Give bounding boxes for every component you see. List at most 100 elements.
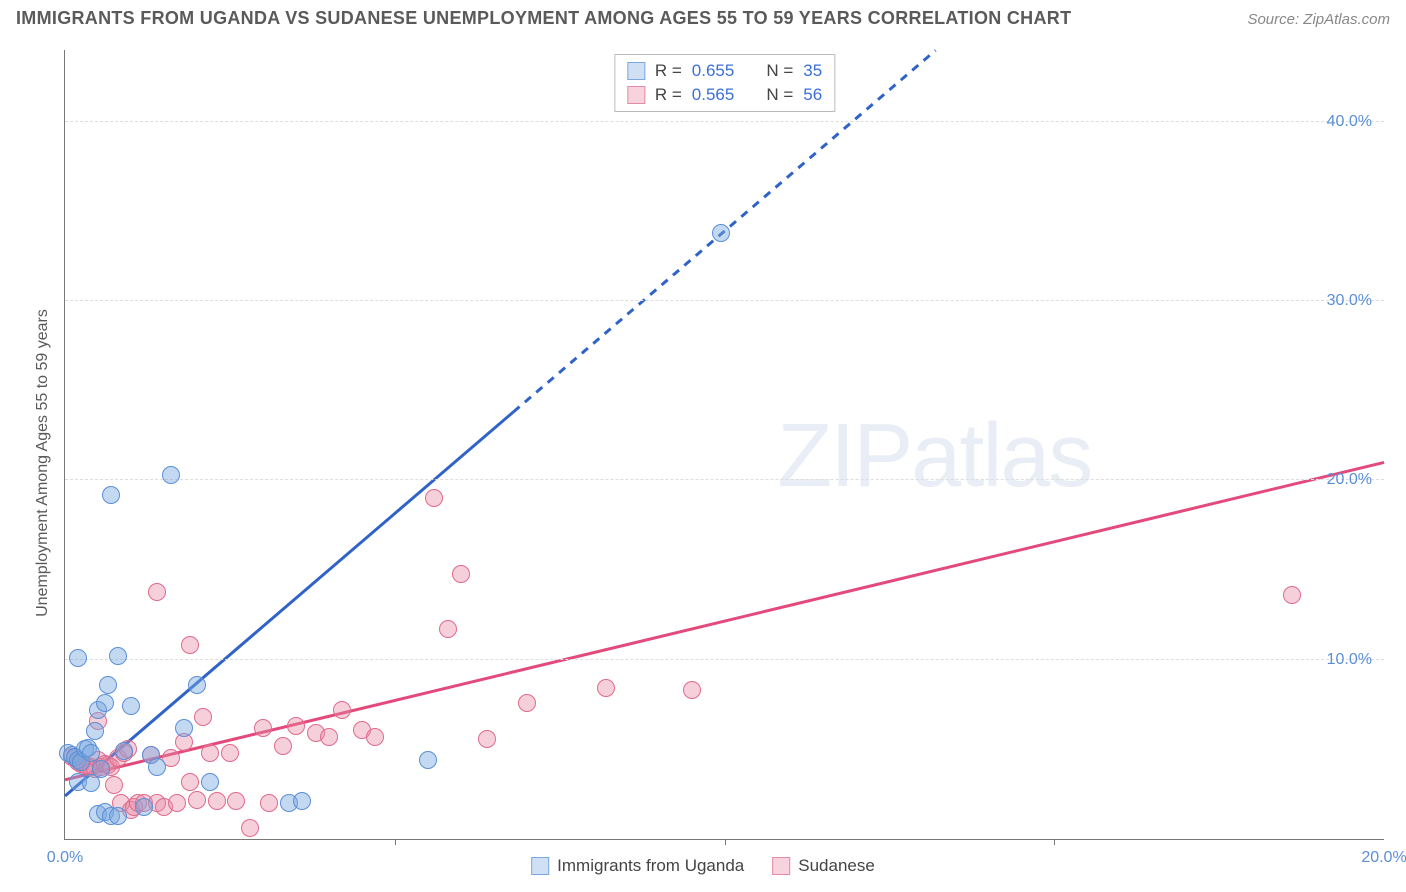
y-tick-label: 20.0% [1327,471,1372,489]
scatter-point-sudanese [254,719,272,737]
swatch-icon [627,62,645,80]
x-tick-label: 20.0% [1361,849,1406,867]
correlation-legend: R = 0.655 N = 35 R = 0.565 N = 56 [614,54,835,112]
scatter-point-sudanese [353,721,371,739]
legend-item: Immigrants from Uganda [531,856,744,876]
scatter-point-uganda [109,807,127,825]
watermark-thin: atlas [911,406,1091,506]
scatter-point-sudanese [274,737,292,755]
y-axis-label: Unemployment Among Ages 55 to 59 years [34,309,52,617]
scatter-point-uganda [63,746,81,764]
scatter-point-uganda [142,746,160,764]
scatter-point-uganda [175,719,193,737]
scatter-point-sudanese [208,792,226,810]
x-tick-label: 0.0% [47,849,83,867]
scatter-point-sudanese [168,794,186,812]
scatter-point-sudanese [86,760,104,778]
scatter-point-sudanese [148,794,166,812]
source-attribution: Source: ZipAtlas.com [1247,11,1390,28]
y-tick-label: 40.0% [1327,113,1372,131]
watermark-bold: ZIP [777,406,911,506]
scatter-point-sudanese [452,565,470,583]
y-tick-label: 30.0% [1327,292,1372,310]
scatter-point-sudanese [333,701,351,719]
scatter-point-uganda [293,792,311,810]
scatter-point-sudanese [241,819,259,837]
legend-row: R = 0.565 N = 56 [627,83,822,107]
scatter-point-sudanese [76,756,94,774]
chart-area: Unemployment Among Ages 55 to 59 years Z… [16,44,1390,882]
scatter-point-uganda [148,758,166,776]
scatter-point-sudanese [287,717,305,735]
n-label: N = [766,85,793,105]
x-tick-mark [725,839,726,845]
scatter-point-uganda [280,794,298,812]
scatter-point-sudanese [320,728,338,746]
scatter-point-uganda [102,486,120,504]
scatter-point-sudanese [112,794,130,812]
legend-label: Immigrants from Uganda [557,856,744,876]
scatter-point-uganda [96,694,114,712]
n-value: 35 [803,61,822,81]
scatter-point-uganda [712,224,730,242]
scatter-point-sudanese [63,748,81,766]
scatter-point-sudanese [96,755,114,773]
scatter-point-sudanese [162,749,180,767]
scatter-point-uganda [72,753,90,771]
scatter-point-sudanese [439,620,457,638]
gridline [65,121,1384,122]
plot-region: ZIPatlas R = 0.655 N = 35 R = 0.565 N = … [64,50,1384,840]
scatter-point-sudanese [125,798,143,816]
scatter-point-sudanese [99,756,117,774]
scatter-point-uganda [115,742,133,760]
series-legend: Immigrants from Uganda Sudanese [531,856,875,876]
scatter-point-uganda [82,774,100,792]
scatter-point-sudanese [1283,586,1301,604]
scatter-point-sudanese [129,794,147,812]
scatter-point-uganda [82,744,100,762]
scatter-point-uganda [99,676,117,694]
scatter-point-uganda [89,805,107,823]
legend-label: Sudanese [798,856,875,876]
scatter-point-sudanese [155,798,173,816]
trend-lines [65,50,1384,839]
n-label: N = [766,61,793,81]
scatter-point-uganda [162,466,180,484]
scatter-point-sudanese [72,755,90,773]
legend-item: Sudanese [772,856,875,876]
scatter-point-sudanese [79,758,97,776]
scatter-point-sudanese [175,733,193,751]
gridline [65,659,1384,660]
scatter-point-sudanese [194,708,212,726]
scatter-point-sudanese [102,758,120,776]
scatter-point-sudanese [92,758,110,776]
scatter-point-sudanese [221,744,239,762]
scatter-point-sudanese [135,794,153,812]
trend-line [65,462,1384,779]
r-value: 0.565 [692,85,735,105]
scatter-point-sudanese [181,773,199,791]
scatter-point-uganda [59,744,77,762]
r-label: R = [655,85,682,105]
r-label: R = [655,61,682,81]
scatter-point-sudanese [181,636,199,654]
scatter-point-uganda [89,701,107,719]
scatter-point-uganda [76,740,94,758]
scatter-point-sudanese [66,749,84,767]
scatter-point-sudanese [478,730,496,748]
scatter-point-sudanese [683,681,701,699]
swatch-icon [772,857,790,875]
gridline [65,300,1384,301]
scatter-point-sudanese [260,794,278,812]
scatter-point-sudanese [105,776,123,794]
scatter-point-sudanese [307,724,325,742]
scatter-point-sudanese [82,758,100,776]
chart-header: IMMIGRANTS FROM UGANDA VS SUDANESE UNEMP… [0,0,1406,33]
scatter-point-sudanese [109,749,127,767]
swatch-icon [627,86,645,104]
scatter-point-sudanese [227,792,245,810]
trend-line [65,412,513,796]
scatter-point-sudanese [119,740,137,758]
chart-title: IMMIGRANTS FROM UGANDA VS SUDANESE UNEMP… [16,8,1071,29]
swatch-icon [531,857,549,875]
